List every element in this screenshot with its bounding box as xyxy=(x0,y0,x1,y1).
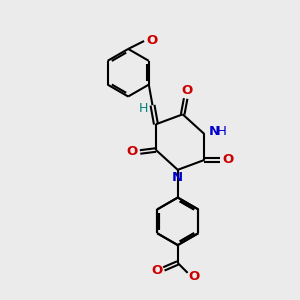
Text: O: O xyxy=(146,34,157,46)
Text: H: H xyxy=(216,125,226,138)
Text: N: N xyxy=(172,171,183,184)
Text: O: O xyxy=(188,270,199,283)
Text: O: O xyxy=(181,84,192,97)
Text: O: O xyxy=(151,264,163,278)
Text: O: O xyxy=(127,146,138,158)
Text: O: O xyxy=(223,153,234,167)
Text: N: N xyxy=(208,125,220,138)
Text: H: H xyxy=(139,102,148,115)
